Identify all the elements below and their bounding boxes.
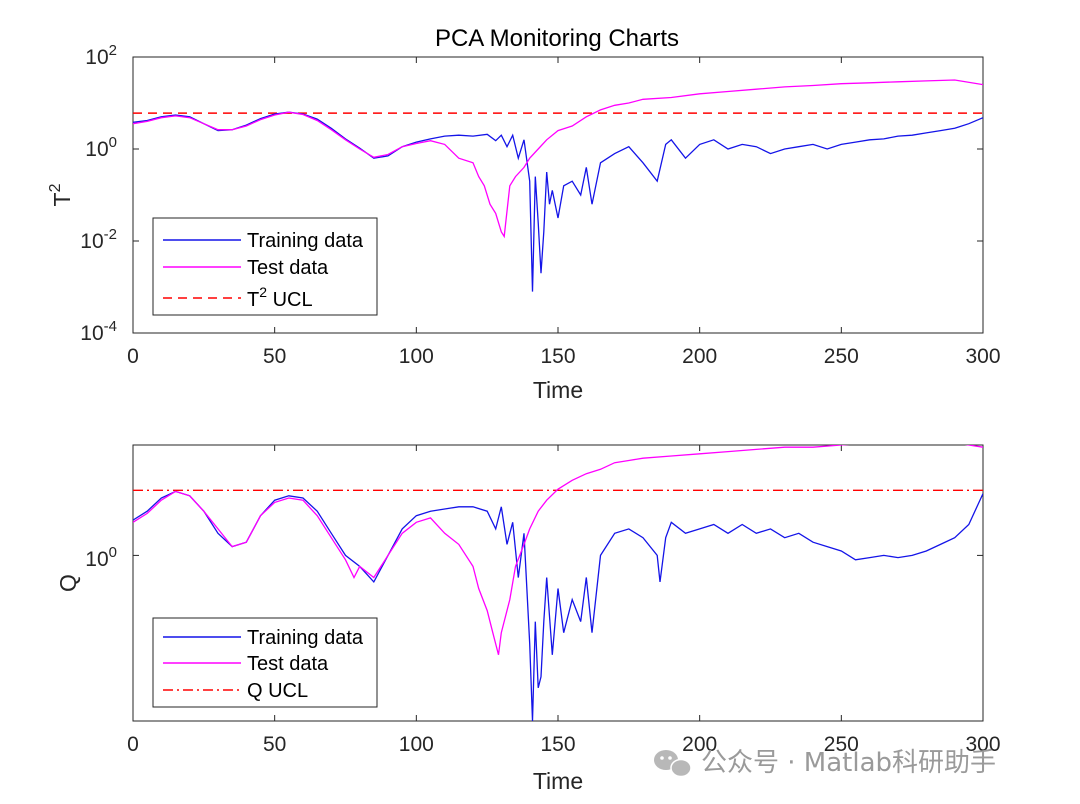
- q-training-series: [133, 490, 983, 721]
- q-legend-training-label: Training data: [247, 627, 364, 649]
- q-x-ticks: 0 50 100 150 200 250 300: [127, 445, 1001, 756]
- t2-xtick-label: 100: [399, 345, 434, 368]
- q-xtick-label: 100: [399, 733, 434, 756]
- t2-xtick-label: 300: [965, 345, 1000, 368]
- t2-xtick-label: 150: [540, 345, 575, 368]
- q-xtick-label: 150: [540, 733, 575, 756]
- q-test-series: [133, 445, 983, 655]
- t2-legend-test-label: Test data: [247, 257, 329, 279]
- q-legend: Training data Test data Q UCL: [152, 617, 378, 708]
- t2-legend-training-label: Training data: [247, 230, 364, 252]
- t2-xtick-label: 250: [824, 345, 859, 368]
- t2-xtick-label: 50: [263, 345, 286, 368]
- t2-x-axis-label: Time: [533, 377, 583, 403]
- t2-chart-panel: 0 50 100 150 200 250 300 102 100 10-2 10-4 Tim…: [47, 42, 1001, 403]
- t2-test-series: [133, 79, 983, 239]
- t2-legend: Training data Test data T2 UCL: [152, 217, 378, 316]
- q-legend-ucl-label: Q UCL: [247, 680, 308, 702]
- q-xtick-label: 50: [263, 733, 286, 756]
- t2-y-ticks: 102 100 10-2 10-4: [80, 42, 983, 345]
- q-chart-panel: 0 50 100 150 200 250 300 100 Time Q Training d…: [55, 444, 1001, 794]
- q-xtick-label: 250: [824, 733, 859, 756]
- q-xtick-label: 0: [127, 733, 139, 756]
- watermark: 公众号 · Matlab科研助手: [654, 748, 996, 778]
- t2-legend-ucl-label: T2 UCL: [247, 284, 313, 311]
- wechat-icon: [654, 750, 692, 778]
- t2-xtick-label: 200: [682, 345, 717, 368]
- q-ytick-label: 100: [85, 544, 117, 571]
- t2-ytick-label: 10-4: [80, 318, 117, 345]
- q-y-ticks: 100: [85, 544, 983, 571]
- t2-xtick-label: 0: [127, 345, 139, 368]
- t2-ytick-label: 10-2: [80, 226, 117, 253]
- t2-y-axis-label: T2: [47, 183, 75, 206]
- q-xtick-label: 300: [965, 733, 1000, 756]
- t2-ytick-label: 100: [85, 134, 117, 161]
- q-xtick-label: 200: [682, 733, 717, 756]
- t2-ytick-label: 102: [85, 42, 117, 69]
- watermark-text: 公众号 · Matlab科研助手: [701, 748, 996, 778]
- q-x-axis-label: Time: [533, 768, 583, 794]
- t2-x-ticks: 0 50 100 150 200 250 300: [127, 57, 1001, 368]
- t2-training-series: [133, 111, 983, 292]
- q-y-axis-label: Q: [55, 574, 81, 592]
- chart-title: PCA Monitoring Charts: [435, 25, 679, 52]
- q-legend-test-label: Test data: [247, 653, 329, 675]
